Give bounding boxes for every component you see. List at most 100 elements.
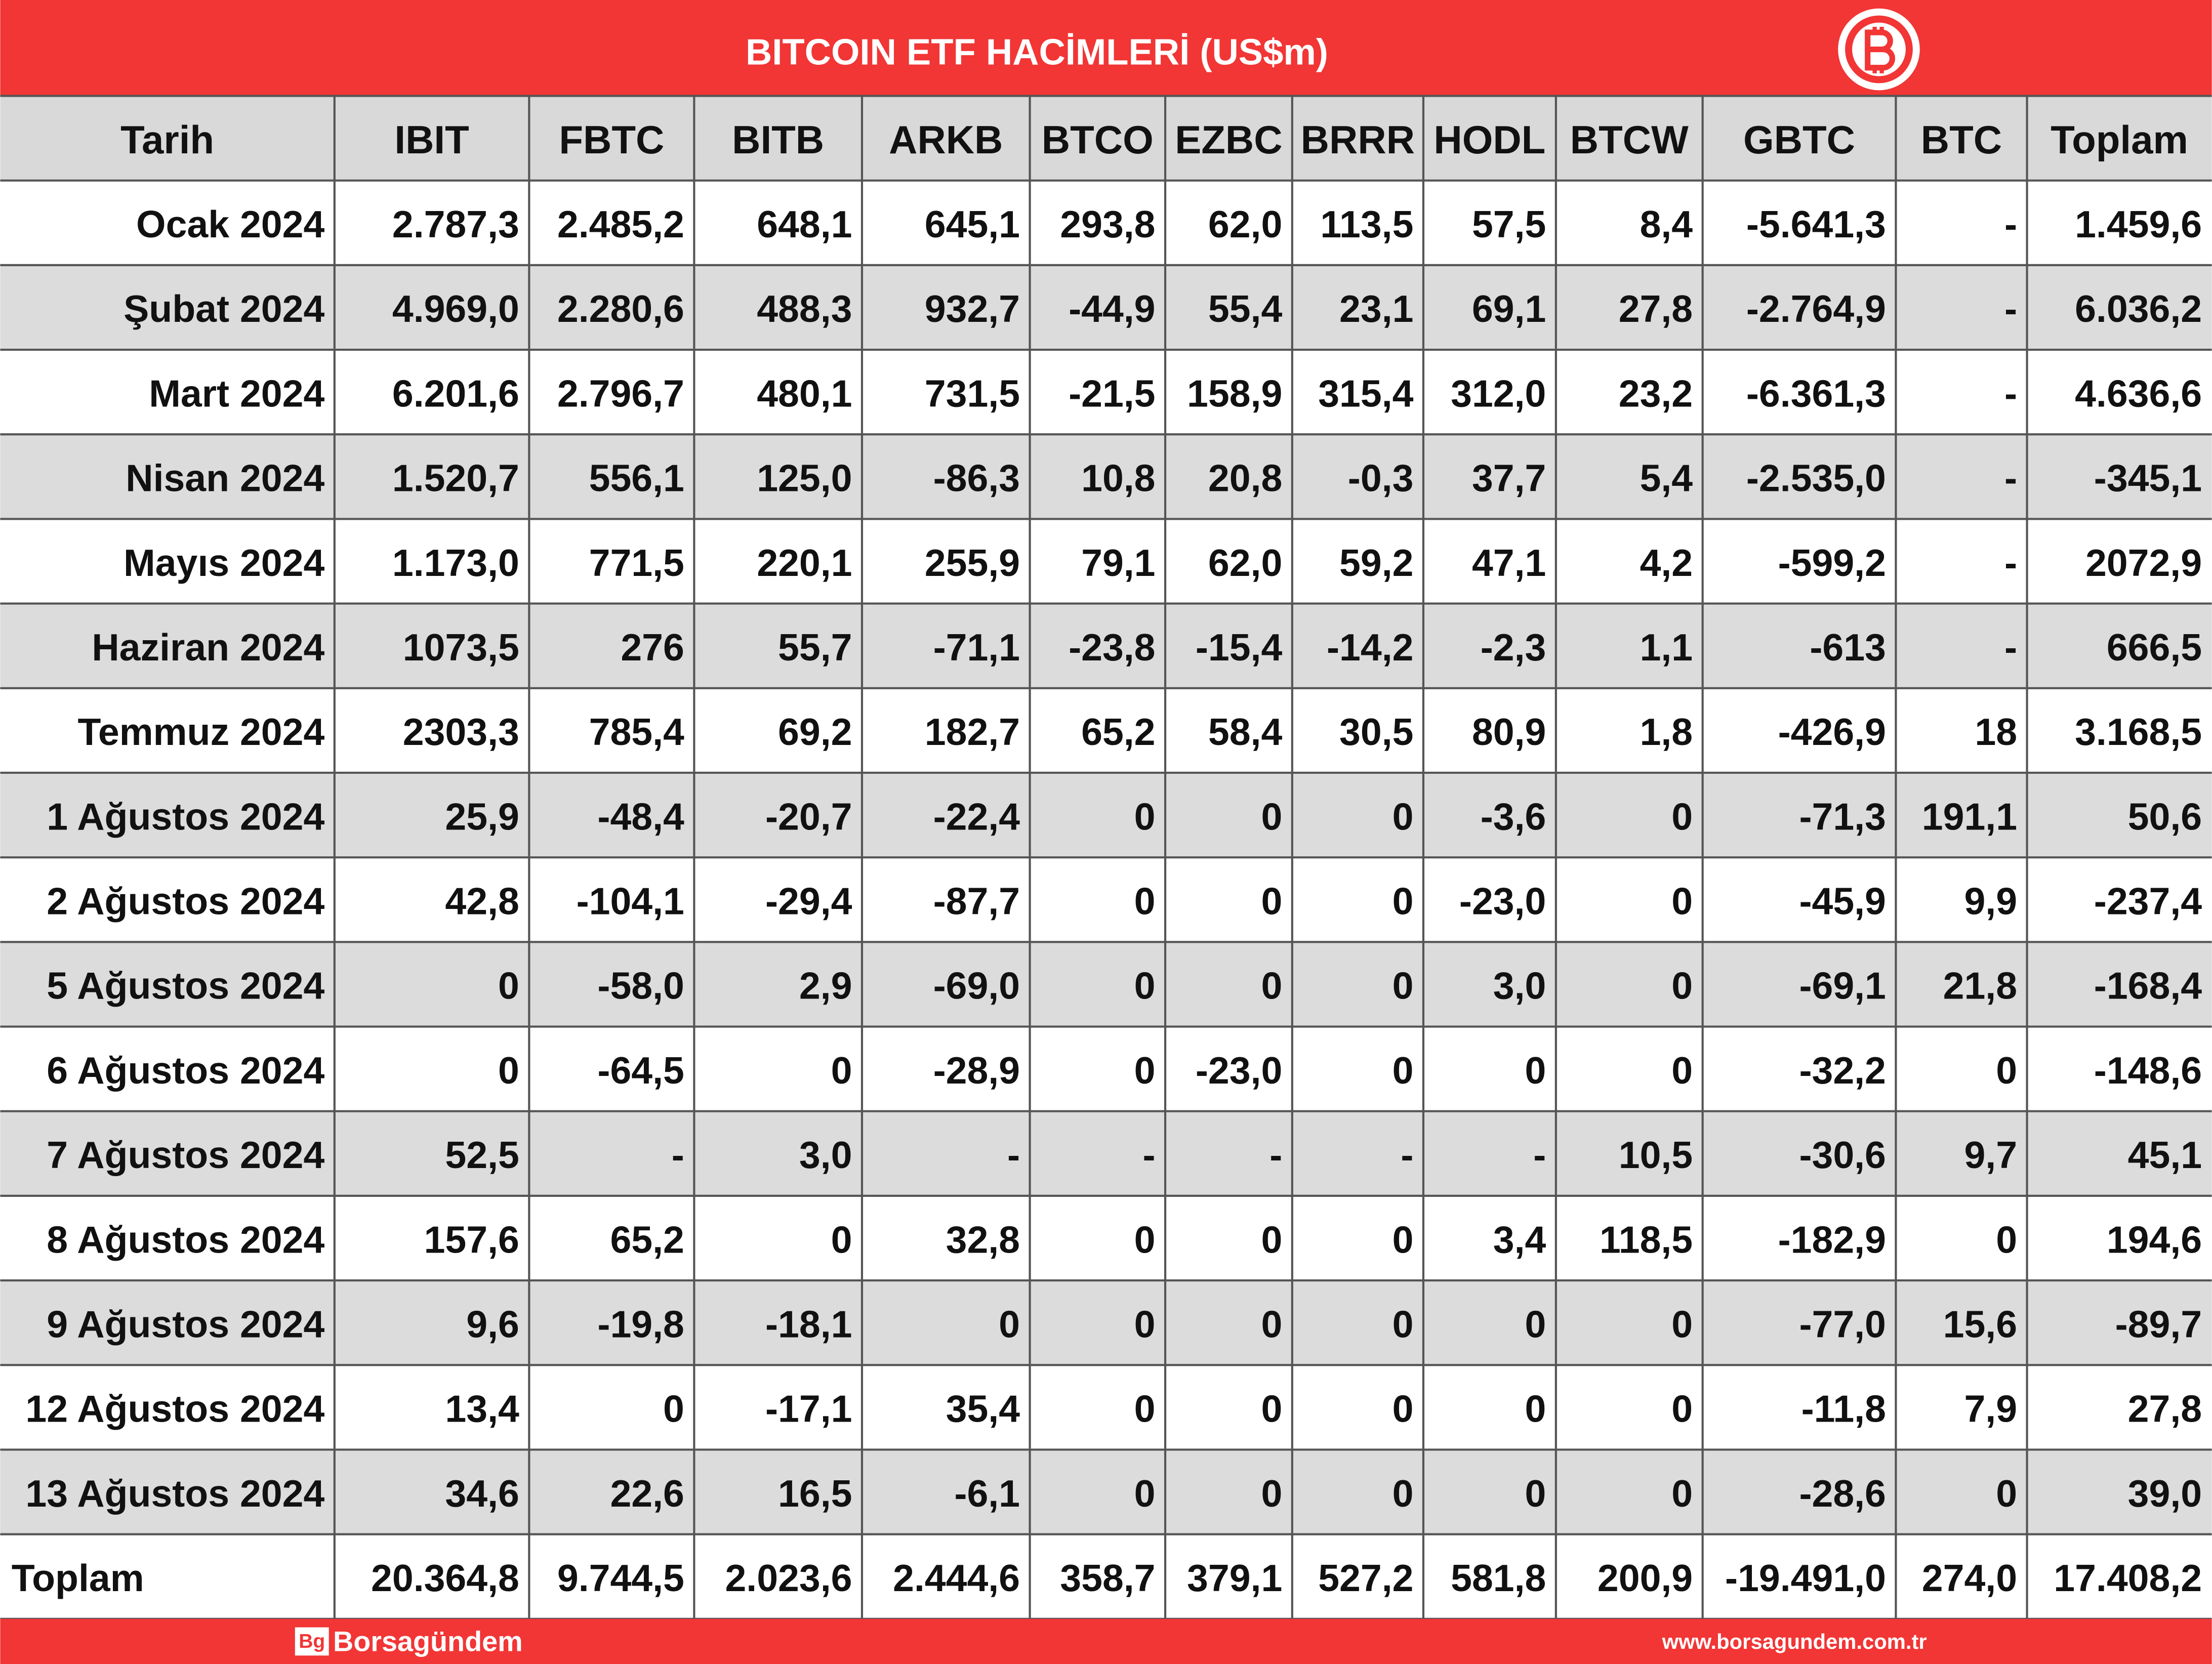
cell: 15,6 bbox=[1943, 1303, 2017, 1345]
cell: 27,8 bbox=[2128, 1388, 2202, 1430]
cell: 62,0 bbox=[1208, 203, 1282, 245]
cell: -104,1 bbox=[577, 880, 684, 923]
cell: -5.641,3 bbox=[1746, 203, 1886, 245]
cell: 17.408,2 bbox=[2054, 1557, 2202, 1599]
cell: -23,8 bbox=[1069, 626, 1155, 669]
cell: 2.796,7 bbox=[557, 372, 684, 414]
cell: -44,9 bbox=[1069, 287, 1155, 330]
cell: 0 bbox=[1392, 795, 1414, 838]
cell: 20.364,8 bbox=[371, 1557, 519, 1599]
cell: 7,9 bbox=[1964, 1388, 2017, 1430]
row-label: 8 Ağustos 2024 bbox=[47, 1218, 324, 1261]
cell: 0 bbox=[498, 965, 519, 1007]
column-header: Toplam bbox=[2051, 117, 2188, 162]
cell: 0 bbox=[1261, 880, 1282, 923]
cell: -14,2 bbox=[1327, 626, 1413, 669]
cell: -45,9 bbox=[1799, 880, 1886, 923]
cell: -182,9 bbox=[1778, 1218, 1886, 1261]
cell: 0 bbox=[831, 1049, 852, 1092]
cell: -6,1 bbox=[954, 1472, 1020, 1515]
cell: 666,5 bbox=[2107, 626, 2202, 669]
column-header: HODL bbox=[1433, 117, 1545, 162]
cell: 0 bbox=[1392, 965, 1414, 1007]
cell: 18 bbox=[1975, 711, 2017, 753]
cell: 80,9 bbox=[1472, 711, 1546, 753]
row-label: 12 Ağustos 2024 bbox=[25, 1388, 324, 1430]
cell: 3,4 bbox=[1493, 1218, 1546, 1261]
cell: 2,9 bbox=[799, 965, 852, 1007]
cell: 37,7 bbox=[1472, 457, 1546, 500]
cell: 194,6 bbox=[2107, 1218, 2202, 1261]
cell: -237,4 bbox=[2094, 880, 2202, 923]
cell: 2072,9 bbox=[2085, 542, 2202, 584]
cell: 0 bbox=[663, 1388, 684, 1430]
cell: -19.491,0 bbox=[1725, 1557, 1886, 1599]
cell: -2.535,0 bbox=[1746, 457, 1886, 500]
cell: 0 bbox=[1525, 1472, 1546, 1515]
cell: 158,9 bbox=[1187, 372, 1282, 414]
cell: - bbox=[2004, 203, 2017, 245]
cell: -168,4 bbox=[2094, 965, 2202, 1007]
row-label: 1 Ağustos 2024 bbox=[47, 795, 324, 838]
cell: 645,1 bbox=[925, 203, 1020, 245]
cell: 0 bbox=[1671, 1303, 1693, 1345]
column-header: BRRR bbox=[1301, 117, 1415, 162]
cell: 9,9 bbox=[1964, 880, 2017, 923]
cell: 47,1 bbox=[1472, 542, 1546, 584]
cell: 59,2 bbox=[1339, 542, 1413, 584]
row-label: Haziran 2024 bbox=[92, 626, 324, 669]
cell: 200,9 bbox=[1597, 1557, 1693, 1599]
cell: -28,6 bbox=[1799, 1472, 1886, 1515]
cell: 9.744,5 bbox=[557, 1557, 684, 1599]
column-header: BTC bbox=[1921, 117, 2002, 162]
logo-box bbox=[295, 1627, 329, 1656]
cell: - bbox=[1142, 1134, 1155, 1176]
cell: - bbox=[2004, 542, 2017, 584]
column-header: GBTC bbox=[1743, 117, 1855, 162]
cell: - bbox=[2004, 626, 2017, 669]
cell: -345,1 bbox=[2094, 457, 2202, 500]
cell: 0 bbox=[1134, 1303, 1156, 1345]
cell: 731,5 bbox=[925, 372, 1020, 414]
cell: 0 bbox=[498, 1049, 519, 1092]
table-row bbox=[0, 857, 2212, 942]
cell: -69,1 bbox=[1799, 965, 1886, 1007]
cell: 55,4 bbox=[1208, 287, 1283, 330]
cell: 0 bbox=[1261, 1303, 1282, 1345]
cell: 1.173,0 bbox=[392, 542, 519, 584]
cell: 0 bbox=[1134, 880, 1156, 923]
cell: 0 bbox=[1261, 1218, 1282, 1261]
cell: -426,9 bbox=[1778, 711, 1886, 753]
cell: -19,8 bbox=[597, 1303, 684, 1345]
table-row bbox=[0, 688, 2212, 773]
cell: - bbox=[1007, 1134, 1020, 1176]
cell: 4.969,0 bbox=[392, 287, 519, 330]
column-header: IBIT bbox=[394, 117, 469, 162]
cell: 21,8 bbox=[1943, 965, 2017, 1007]
cell: 62,0 bbox=[1208, 542, 1282, 584]
cell: -58,0 bbox=[597, 965, 684, 1007]
cell: 2.485,2 bbox=[557, 203, 684, 245]
column-header: Tarih bbox=[120, 117, 214, 162]
cell: 157,6 bbox=[424, 1218, 519, 1261]
cell: -64,5 bbox=[597, 1049, 684, 1092]
cell: -71,3 bbox=[1799, 795, 1886, 838]
cell: 3.168,5 bbox=[2075, 711, 2202, 753]
cell: 45,1 bbox=[2128, 1134, 2202, 1176]
cell: 6.036,2 bbox=[2075, 287, 2202, 330]
cell: -69,0 bbox=[933, 965, 1020, 1007]
cell: -6.361,3 bbox=[1746, 372, 1886, 414]
cell: 0 bbox=[999, 1303, 1020, 1345]
table-row bbox=[0, 1195, 2212, 1281]
cell: 255,9 bbox=[925, 542, 1020, 584]
cell: 20,8 bbox=[1208, 457, 1282, 500]
column-header: ARKB bbox=[889, 117, 1003, 162]
cell: 379,1 bbox=[1187, 1557, 1282, 1599]
cell: 0 bbox=[1671, 1388, 1693, 1430]
cell: 52,5 bbox=[445, 1134, 519, 1176]
cell: 358,7 bbox=[1060, 1557, 1155, 1599]
cell: - bbox=[2004, 287, 2017, 330]
cell: 0 bbox=[1134, 1388, 1156, 1430]
row-label: 2 Ağustos 2024 bbox=[47, 880, 324, 923]
